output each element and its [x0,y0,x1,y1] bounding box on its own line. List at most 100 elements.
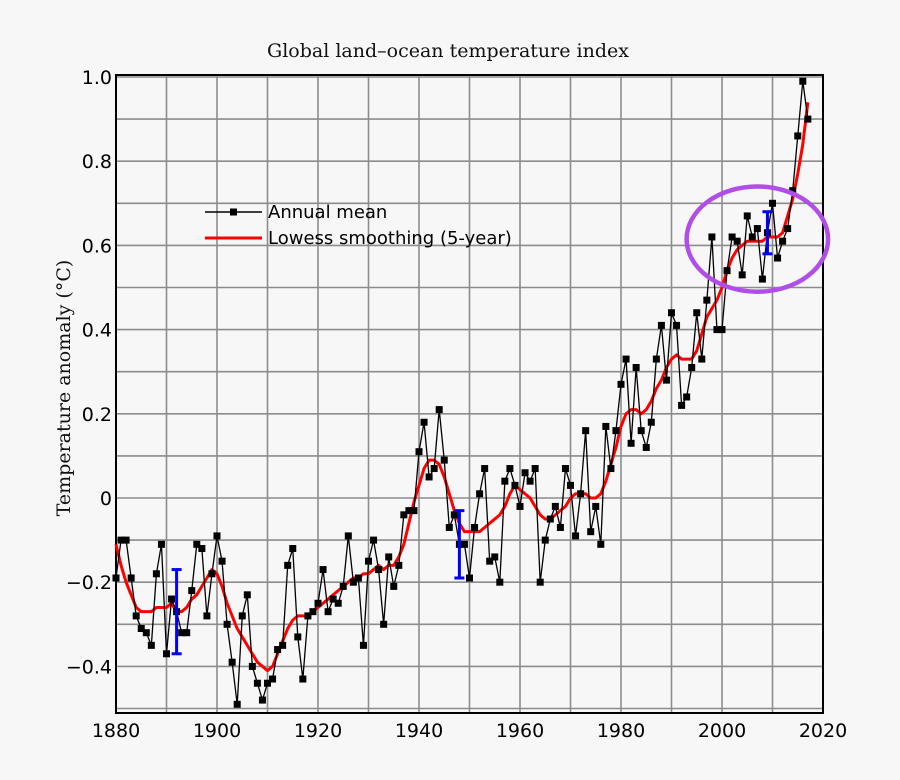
data-point-marker [117,536,125,544]
data-point-marker [314,599,322,607]
data-point-marker [183,629,191,637]
data-point-marker [592,502,600,510]
data-point-marker [774,254,782,262]
data-point-marker [713,326,721,334]
data-point-marker [147,641,155,649]
data-point-marker [647,418,655,426]
data-point-marker [642,443,650,451]
data-point-marker [223,620,231,628]
data-point-marker [122,536,130,544]
data-point-marker [289,545,297,553]
x-tick-label: 1940 [395,720,443,742]
data-point-marker [531,465,539,473]
data-point-marker [718,326,726,334]
data-point-marker [466,574,473,582]
y-axis-label: Temperature anomaly (°C) [53,260,75,517]
data-point-marker [597,540,605,548]
data-point-marker [354,574,362,582]
data-point-marker [769,199,776,207]
data-point-marker [294,633,302,641]
annual-mean-line [115,80,809,705]
data-point-marker [511,481,519,489]
data-point-marker [380,620,388,628]
y-tick-label: 1.0 [82,67,112,89]
data-point-marker [324,608,332,616]
data-point-marker [450,511,458,519]
data-point-marker [612,427,620,435]
data-point-marker [657,321,665,329]
data-point-marker [425,473,433,481]
data-point-marker [410,507,418,515]
y-tick-label: 0 [100,488,112,510]
data-point-marker [152,570,160,578]
data-point-marker [218,557,226,565]
data-point-marker [516,502,524,510]
data-point-marker [698,355,706,363]
x-tick-label: 1920 [294,720,342,742]
data-point-marker [738,271,746,279]
highlight-ellipse-annotation [684,184,831,294]
highlight-ellipse [684,184,831,294]
data-point-marker [733,237,741,245]
data-point-marker [637,427,645,435]
x-axis-ticks: 1880 1900 1920 1940 1960 1980 2000 2020 [92,720,847,742]
data-point-marker [622,355,630,363]
data-point-marker [390,582,398,590]
x-tick-label: 2020 [799,720,847,742]
data-point-marker [405,507,413,515]
data-point-marker [668,309,675,317]
data-point-marker [228,658,236,666]
data-point-marker [683,393,691,401]
data-point-marker [137,625,145,633]
data-point-marker [157,540,165,548]
data-point-marker [213,532,221,540]
plot-frame [115,74,824,714]
data-point-marker [279,641,287,649]
data-point-marker [541,536,549,544]
data-point-marker [673,321,681,329]
data-point-marker [440,456,448,464]
legend-label-annual: Annual mean [268,202,387,223]
data-point-marker [269,675,277,683]
data-point-marker [546,515,554,523]
data-point-marker [329,595,337,603]
data-point-marker [208,570,216,578]
x-tick-label: 1900 [193,720,241,742]
data-point-marker [789,187,797,195]
data-point-marker [430,465,438,473]
data-point-marker [253,679,261,687]
legend-label-lowess: Lowess smoothing (5-year) [268,228,512,249]
data-point-marker [168,595,176,603]
data-point-marker [385,553,393,561]
data-point-marker [370,536,378,544]
x-tick-label: 1880 [92,720,140,742]
data-point-marker [445,523,453,531]
uncertainty-error-bars [171,210,773,656]
x-tick-label: 1960 [496,720,544,742]
data-point-marker [536,578,544,586]
data-point-marker [127,574,135,582]
data-point-marker [178,629,186,637]
data-point-marker [284,561,292,569]
annual-mean-series [112,77,812,708]
data-point-marker [420,418,428,426]
data-point-marker [577,490,585,498]
data-point-marker [743,212,751,220]
data-point-marker [309,608,317,616]
data-point-marker [264,679,271,687]
y-tick-label: 0.8 [82,151,112,173]
data-point-marker [476,490,484,498]
y-axis-ticks: −0.4 −0.2 0 0.2 0.4 0.6 0.8 1.0 [66,67,112,678]
data-point-marker [678,401,686,409]
data-point-marker [258,696,266,704]
data-point-marker [304,612,312,620]
data-point-marker [758,275,766,283]
data-point-marker [193,540,201,548]
data-point-marker [521,469,529,477]
y-tick-label: 0.6 [82,235,112,257]
data-point-marker [723,267,731,275]
data-point-marker [602,422,610,430]
y-tick-label: 0.4 [82,320,112,342]
data-point-marker [617,380,625,388]
